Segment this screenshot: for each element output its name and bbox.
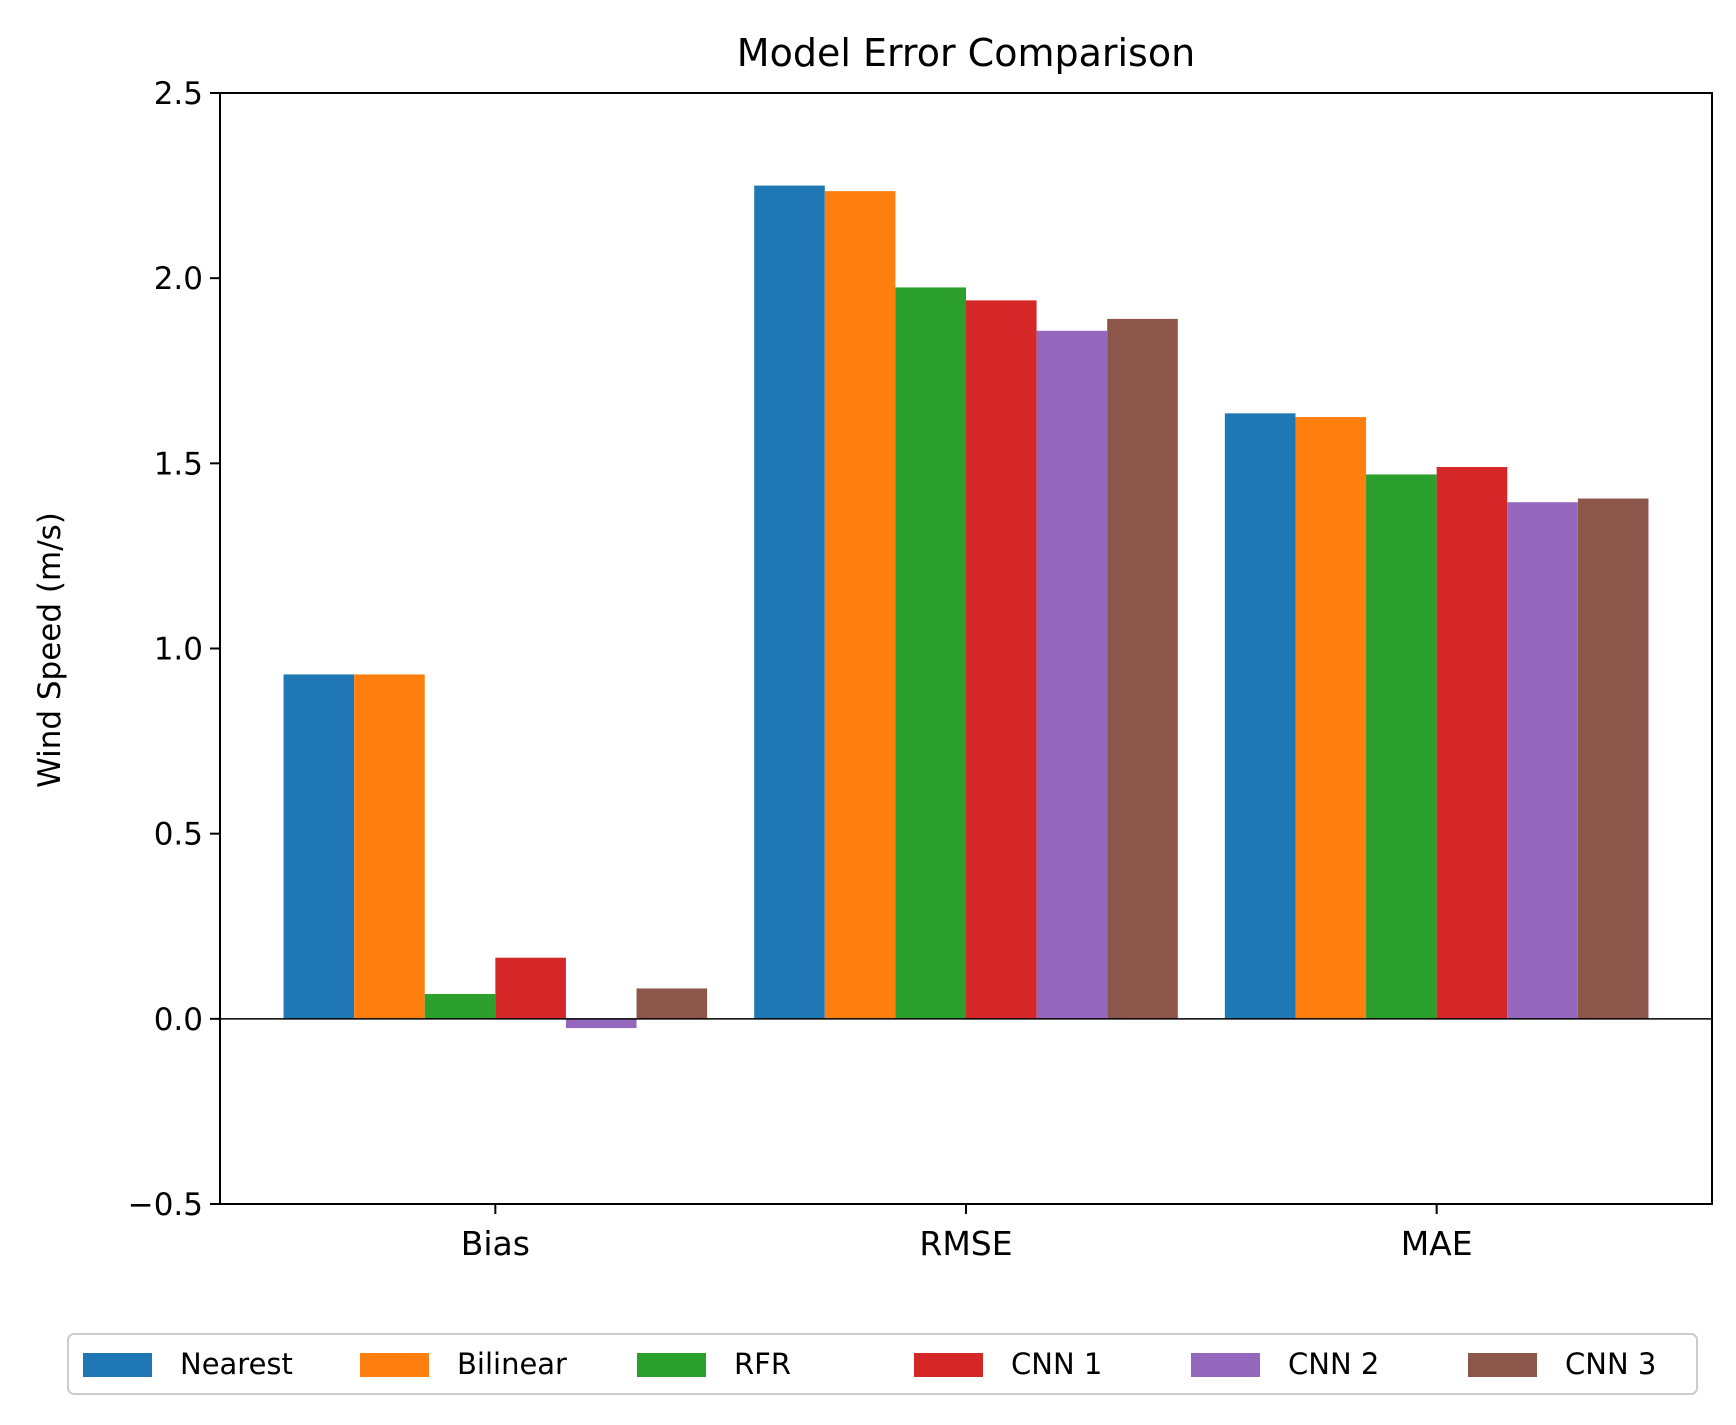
y-tick-label: 1.5	[154, 446, 203, 482]
bar-cnn-1-rmse	[966, 300, 1037, 1019]
legend-swatch-bilinear	[360, 1353, 429, 1377]
legend-label-rfr: RFR	[734, 1347, 791, 1381]
legend-label-cnn-3: CNN 3	[1565, 1347, 1656, 1381]
legend-swatch-nearest	[83, 1353, 152, 1377]
legend: Nearest Bilinear RFR CNN 1 CNN 2 CNN 3	[67, 1333, 1698, 1395]
bar-nearest-bias	[283, 674, 355, 1019]
y-axis: −0.5 0.0 0.5 1.0 1.5 2.0 2.5	[128, 76, 220, 1223]
y-tick-label: 2.5	[154, 76, 203, 112]
bar-nearest-rmse	[754, 185, 825, 1019]
y-tick-label: 1.0	[154, 632, 203, 668]
bars-layer	[283, 185, 1649, 1029]
legend-swatch-cnn-3	[1468, 1353, 1537, 1377]
x-tick-label-bias: Bias	[461, 1224, 530, 1263]
x-axis: Bias RMSE MAE	[461, 1204, 1473, 1263]
bar-nearest-mae	[1224, 413, 1296, 1019]
y-tick-label: 2.0	[154, 261, 203, 297]
legend-swatch-cnn-1	[914, 1353, 983, 1377]
x-tick-label-rmse: RMSE	[919, 1224, 1012, 1263]
bar-rfr-bias	[424, 994, 496, 1019]
bar-bilinear-rmse	[824, 191, 896, 1019]
bar-cnn-3-mae	[1577, 498, 1649, 1019]
legend-swatch-cnn-2	[1191, 1353, 1260, 1377]
chart-title: Model Error Comparison	[737, 31, 1195, 75]
bar-bilinear-bias	[354, 674, 425, 1019]
legend-label-bilinear: Bilinear	[457, 1347, 567, 1381]
legend-label-cnn-1: CNN 1	[1011, 1347, 1102, 1381]
bar-rfr-rmse	[895, 287, 966, 1019]
legend-box	[67, 1333, 1698, 1395]
bar-rfr-mae	[1366, 474, 1437, 1019]
legend-label-cnn-2: CNN 2	[1288, 1347, 1379, 1381]
y-tick-label: 0.0	[154, 1002, 203, 1038]
bar-cnn-3-bias	[636, 988, 708, 1019]
bar-bilinear-mae	[1295, 417, 1367, 1019]
bar-cnn-2-mae	[1507, 502, 1578, 1019]
bar-cnn-2-rmse	[1036, 330, 1108, 1019]
legend-label-nearest: Nearest	[180, 1347, 293, 1381]
bar-cnn-3-rmse	[1107, 318, 1178, 1019]
y-tick-label: 0.5	[154, 817, 203, 853]
legend-swatch-rfr	[637, 1353, 706, 1377]
y-axis-label: Wind Speed (m/s)	[32, 512, 68, 788]
bar-cnn-1-mae	[1436, 467, 1508, 1019]
bar-cnn-1-bias	[495, 957, 566, 1019]
y-tick-label: −0.5	[128, 1187, 203, 1223]
x-tick-label-mae: MAE	[1401, 1224, 1473, 1263]
bar-cnn-2-bias	[565, 1018, 637, 1029]
